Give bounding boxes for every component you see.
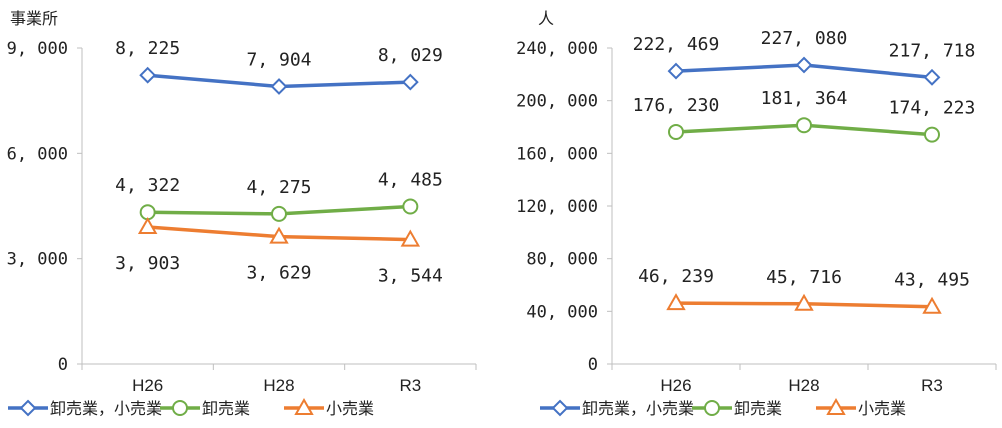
y-tick-label: 40, 000 [526, 302, 598, 322]
legend-label: 卸売業 [734, 399, 782, 418]
y-tick-label: 80, 000 [526, 250, 598, 270]
legend-marker [704, 400, 720, 416]
x-tick-label: R3 [921, 376, 943, 395]
series-1: 222, 469 227, 080 217, 718 [633, 28, 976, 86]
data-label: 3, 629 [246, 263, 311, 284]
y-tick-label: 0 [588, 355, 598, 375]
data-point [668, 123, 684, 140]
data-point [923, 68, 941, 86]
y-tick-label: 120, 000 [516, 197, 598, 217]
data-label: 45, 716 [766, 267, 842, 288]
data-label: 176, 230 [633, 95, 720, 116]
data-point [922, 296, 942, 314]
data-point [139, 66, 157, 84]
data-point [401, 73, 419, 91]
x-tick-label: H28 [263, 376, 294, 395]
y-tick-label: 0 [58, 355, 68, 375]
data-point [795, 56, 813, 74]
data-point [270, 78, 288, 95]
series-2: 4, 322 4, 275 4, 485 [115, 170, 443, 222]
x-tick-label: H28 [788, 376, 819, 395]
legend-label: 小売業 [858, 399, 906, 418]
data-label: 8, 225 [115, 38, 180, 59]
y-tick-label: 6, 000 [7, 144, 68, 164]
data-label: 174, 223 [889, 98, 976, 119]
data-point [666, 293, 686, 311]
x-tick-label: H26 [660, 376, 691, 395]
series-3: 46, 239 45, 716 43, 495 [638, 266, 970, 314]
series-3: 3, 903 3, 629 3, 544 [115, 216, 443, 287]
chart-1: 事業所 0 3, 000 6, 000 9, 000 H26 H28 R3 8, 225 7, 9… [7, 9, 477, 418]
legend-label: 卸売業，小売業 [582, 399, 694, 418]
legend: 卸売業，小売業 卸売業 小売業 [8, 397, 374, 418]
legend-marker [826, 397, 846, 415]
data-label: 43, 495 [894, 270, 970, 291]
chart-2: 人 0 40, 000 80, 000 120, 000 160, 000 200, 000… [516, 9, 997, 418]
data-label: 4, 485 [378, 170, 443, 191]
y-tick-label: 3, 000 [7, 250, 68, 270]
unit-label: 事業所 [10, 9, 58, 28]
data-label: 46, 239 [638, 266, 714, 287]
unit-label: 人 [538, 9, 554, 28]
series-2: 176, 230 181, 364 174, 223 [633, 88, 976, 143]
y-tick-label: 240, 000 [516, 39, 598, 59]
data-label: 222, 469 [633, 34, 720, 55]
data-point [400, 229, 421, 247]
data-point [667, 62, 685, 80]
data-label: 181, 364 [761, 88, 848, 109]
data-point [271, 205, 287, 222]
legend-label: 小売業 [326, 399, 374, 418]
x-tick-label: H26 [132, 376, 163, 395]
y-tick-label: 9, 000 [7, 39, 68, 59]
data-point [137, 216, 158, 234]
y-tick-label: 160, 000 [516, 144, 598, 164]
legend-marker [172, 400, 188, 416]
legend-label: 卸売業 [202, 399, 250, 418]
legend-marker [294, 397, 314, 415]
legend-marker [19, 399, 37, 417]
data-label: 3, 544 [378, 266, 443, 287]
data-label: 4, 322 [115, 175, 180, 196]
data-point [794, 293, 814, 311]
data-point [924, 126, 940, 143]
y-tick-label: 200, 000 [516, 92, 598, 112]
data-point [402, 198, 419, 215]
series-1: 8, 225 7, 904 8, 029 [115, 38, 443, 95]
data-label: 7, 904 [246, 49, 311, 70]
data-label: 4, 275 [246, 177, 311, 198]
data-label: 217, 718 [889, 40, 976, 61]
legend-label: 卸売業，小売業 [50, 399, 162, 418]
legend: 卸売業，小売業 卸売業 小売業 [540, 397, 906, 418]
data-point [796, 117, 812, 134]
data-point [269, 226, 289, 244]
data-label: 227, 080 [761, 28, 848, 49]
data-label: 3, 903 [115, 253, 180, 274]
x-tick-label: R3 [399, 376, 421, 395]
data-label: 8, 029 [378, 45, 443, 66]
legend-marker [551, 399, 569, 417]
